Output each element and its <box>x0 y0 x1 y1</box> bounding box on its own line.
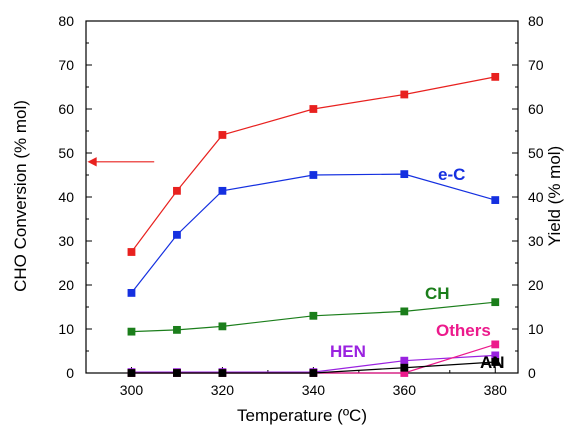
series-group <box>127 72 500 256</box>
series-point <box>218 322 227 331</box>
right-axis-tick-label: 80 <box>528 13 544 29</box>
series-point <box>491 340 500 349</box>
left-axis-tick-label: 20 <box>58 277 74 293</box>
series-point <box>218 186 227 195</box>
left-axis-tick-label: 40 <box>58 189 74 205</box>
series-point <box>127 248 136 256</box>
right-axis-title: Yield (% mol) <box>545 146 564 246</box>
series-label-others: Others <box>436 321 491 340</box>
right-axis-tick-label: 40 <box>528 189 544 205</box>
x-axis-tick-label: 380 <box>484 382 508 398</box>
left-axis-tick-label: 50 <box>58 145 74 161</box>
series-point <box>173 186 181 195</box>
x-axis-tick-label: 320 <box>211 382 235 398</box>
x-axis-tick-label: 340 <box>302 382 326 398</box>
series-group <box>127 170 500 297</box>
series-point <box>127 289 136 297</box>
x-axis-title: Temperature (ºC) <box>237 406 367 425</box>
series-point <box>491 358 500 366</box>
series-point <box>491 72 500 81</box>
series-point <box>309 105 318 113</box>
left-axis-tick-label: 80 <box>58 13 74 29</box>
x-axis-tick-label: 360 <box>393 382 417 398</box>
annotation-layer <box>87 157 155 167</box>
x-axis-tick-label: 300 <box>120 382 144 398</box>
series-point <box>309 369 318 377</box>
series-group <box>127 358 500 377</box>
series-point <box>127 369 136 377</box>
right-axis-tick-label: 20 <box>528 277 544 293</box>
series-point <box>173 369 181 377</box>
series-line <box>131 354 496 373</box>
right-axis-tick-label: 10 <box>528 321 544 337</box>
series-point <box>400 363 409 372</box>
right-axis-tick-label: 60 <box>528 101 544 117</box>
series-label-an: AN <box>480 353 505 372</box>
series-point <box>491 196 500 204</box>
left-axis-tick-label: 30 <box>58 233 74 249</box>
series-point <box>218 369 227 377</box>
series-point <box>400 170 409 179</box>
series-line <box>131 301 496 333</box>
left-axis-tick-label: 60 <box>58 101 74 117</box>
right-axis-ticks: 0 10 20 30 40 50 60 70 80 <box>512 13 544 381</box>
x-axis-ticks: 300 320 340 360 380 <box>120 367 507 398</box>
series-group <box>127 298 500 336</box>
series-point <box>173 230 181 239</box>
series-point <box>400 90 409 99</box>
right-axis-tick-label: 50 <box>528 145 544 161</box>
series-label-ch: CH <box>425 284 450 303</box>
series-label-e-c: e-C <box>438 165 465 184</box>
series-point <box>309 311 318 320</box>
right-axis-tick-label: 0 <box>528 365 536 381</box>
left-axis-ticks: 0 10 20 30 40 50 60 70 80 <box>58 13 92 381</box>
right-axis-tick-label: 70 <box>528 57 544 73</box>
left-axis-title: CHO Conversion (% mol) <box>11 100 30 292</box>
series-point <box>491 298 500 307</box>
series-point <box>218 131 227 139</box>
series-point <box>400 356 409 365</box>
series-point <box>400 307 409 316</box>
series-label-hen: HEN <box>330 342 366 361</box>
series-line <box>131 173 496 294</box>
series-point <box>173 325 181 334</box>
series-layer <box>127 72 500 377</box>
left-axis-tick-label: 10 <box>58 321 74 337</box>
annotation-arrow-head <box>87 157 97 167</box>
series-line <box>130 76 496 253</box>
left-axis-tick-label: 0 <box>66 365 74 381</box>
series-point <box>127 327 136 336</box>
right-axis-tick-label: 30 <box>528 233 544 249</box>
series-line <box>131 361 496 374</box>
left-axis-tick-label: 70 <box>58 57 74 73</box>
series-point <box>309 171 318 179</box>
